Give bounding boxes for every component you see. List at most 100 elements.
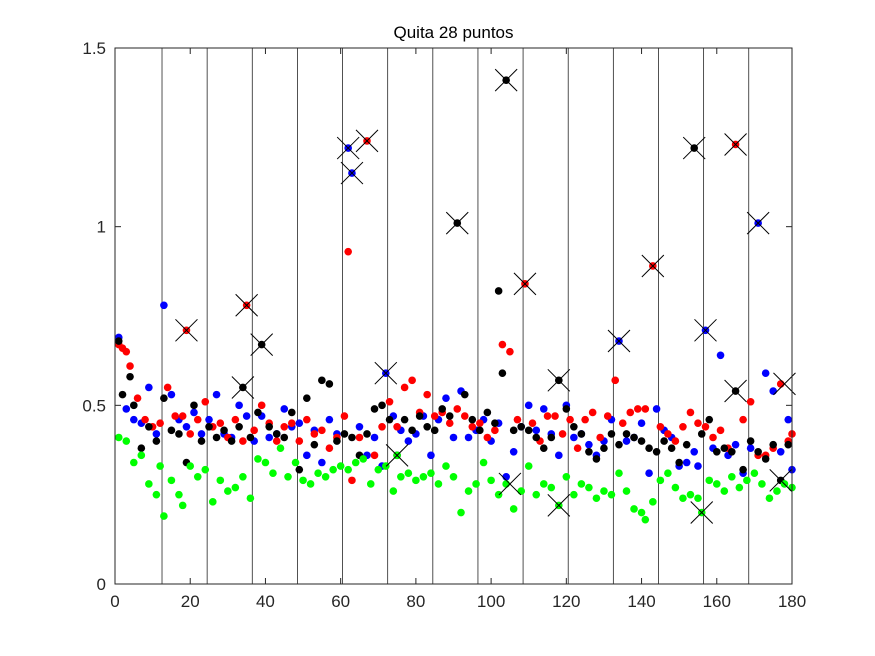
data-point [276,444,285,453]
data-point [190,408,198,417]
removed-point-marker [682,136,706,160]
data-point [705,415,714,424]
data-point [671,483,680,492]
data-point [603,412,612,420]
removed-point-marker [231,376,255,399]
data-point [325,380,334,388]
data-point [442,394,450,402]
data-point [746,444,755,453]
removed-point-marker [547,368,571,392]
data-point [160,394,168,402]
data-point [178,412,187,420]
data-point [408,376,416,385]
data-point [280,422,289,431]
data-point [193,473,202,481]
data-point [739,415,747,424]
data-point [784,415,793,424]
data-point [438,405,447,413]
data-point [160,512,168,520]
x-tick-label: 40 [256,592,275,611]
data-point [295,419,304,428]
data-point [641,405,650,413]
data-point [246,494,255,503]
data-point [318,458,326,467]
data-point [389,487,398,495]
data-point [652,405,661,413]
data-point [498,369,507,377]
removed-point-marker [694,318,717,342]
data-point [585,483,593,492]
data-point [412,476,420,485]
data-point [750,469,759,478]
data-point [348,476,356,485]
data-point [284,473,292,481]
data-point [254,455,262,463]
data-point [517,487,525,495]
data-point [156,419,164,428]
data-point [152,437,161,445]
data-point [321,473,330,481]
data-point [664,430,672,438]
data-point [765,494,774,503]
removed-point-marker [746,211,770,235]
data-point [539,405,548,413]
data-point [344,465,352,474]
data-point [509,505,518,513]
data-point [340,412,349,420]
data-point [585,440,593,449]
data-point [325,415,334,424]
data-point [622,487,631,495]
data-point [581,415,589,424]
data-point [355,433,364,442]
data-point [686,408,695,417]
data-point [716,351,725,360]
data-point [460,412,469,420]
data-point [697,430,706,438]
data-point [242,412,251,420]
data-point [295,465,304,474]
data-point [694,462,702,470]
data-point [197,430,206,438]
data-point [167,476,176,485]
x-tick-label: 80 [406,592,425,611]
data-point [607,490,616,499]
data-point [257,401,266,410]
data-point [280,405,289,413]
data-point [175,490,183,499]
data-point [555,451,563,460]
data-point [400,415,409,424]
data-point [558,430,567,438]
data-point [716,426,725,435]
data-point [246,433,255,442]
data-point [577,480,586,488]
data-point [630,505,638,513]
removed-point-marker [547,494,571,517]
data-point [633,405,642,413]
data-point [502,480,510,488]
data-point [656,476,665,485]
data-point [163,383,172,392]
data-point [265,433,274,442]
data-point [126,362,134,370]
data-point [318,376,326,385]
data-point [427,451,435,460]
data-point [600,487,608,495]
data-point [784,440,793,449]
y-tick-label: 1 [97,218,106,237]
data-point [577,430,586,438]
data-point [494,287,503,295]
data-point [423,422,431,431]
data-point [363,430,371,438]
data-point [468,422,477,431]
y-tick-label: 0 [97,575,106,594]
data-point [280,433,289,442]
data-point [299,476,307,485]
removed-point-marker [385,444,409,467]
data-point [460,390,469,399]
data-point [596,433,604,442]
data-point [645,444,653,453]
data-point [479,458,488,467]
data-point [333,437,341,445]
removed-point-marker [513,272,537,296]
